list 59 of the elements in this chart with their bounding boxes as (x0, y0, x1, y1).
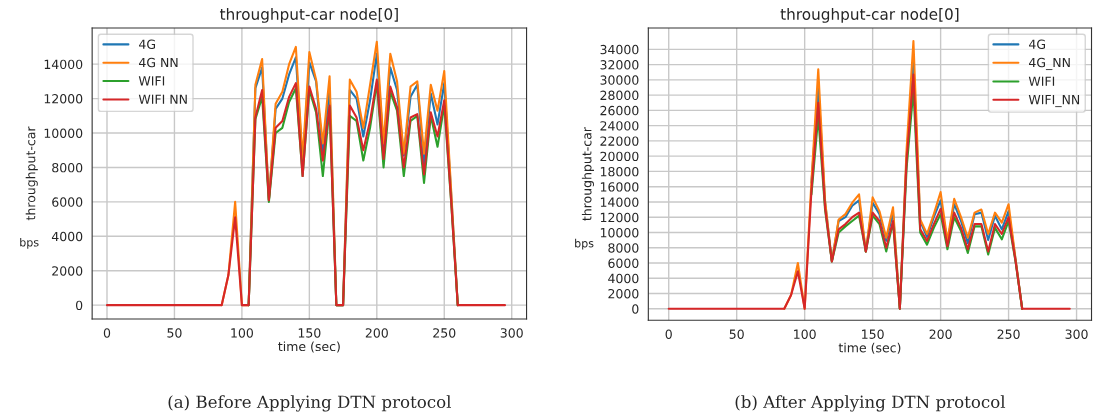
y-tick-label: 18000 (600, 166, 639, 177)
y-tick-label: 28000 (600, 90, 639, 101)
chart-title: throughput-car node[0] (780, 8, 959, 23)
x-tick-label: 0 (103, 328, 111, 338)
y-axis-title: throughput-car (25, 126, 38, 221)
x-tick-label: 100 (794, 329, 816, 339)
y-tick-label: 8000 (608, 243, 639, 253)
y-tick-label: 20000 (600, 151, 639, 162)
legend-label: 4G (1029, 39, 1045, 49)
y-tick-label: 24000 (600, 121, 639, 131)
y-tick-label: 6000 (608, 258, 639, 268)
y-tick-label: 16000 (600, 182, 639, 192)
y-tick-label: 10000 (600, 227, 639, 238)
legend-label: WIFI_NN (1028, 95, 1080, 108)
x-axis-title: time (sec) (278, 341, 340, 353)
y-tick-label: 10000 (44, 128, 83, 138)
y-tick-label: 30000 (600, 75, 639, 85)
x-tick-label: 250 (433, 328, 456, 338)
x-tick-label: 200 (929, 329, 952, 339)
y-tick-label: 22000 (600, 136, 639, 146)
y-tick-label: 8000 (52, 162, 83, 173)
text: bps (20, 237, 39, 249)
y-tick-label: 0 (75, 300, 83, 311)
y-tick-label: 2000 (52, 266, 83, 276)
line-series (105, 78, 507, 307)
y-tick-label: 6000 (52, 197, 83, 207)
y-axis-title: throughput-car (581, 127, 594, 221)
x-tick-label: 50 (167, 328, 182, 338)
legend-label: 4G (139, 39, 156, 49)
y-tick-label: 26000 (600, 105, 639, 116)
x-tick-label: 300 (500, 328, 523, 338)
x-tick-label: 200 (365, 328, 388, 338)
y-tick-label: 4000 (608, 273, 639, 284)
y-tick-label: 4000 (51, 231, 83, 242)
y-tick-label: 14000 (44, 59, 83, 70)
legend-label: 4G NN (139, 57, 178, 68)
text: (b) After Applying DTN protocol (735, 395, 1006, 412)
x-tick-label: 0 (665, 329, 672, 339)
legend-label: WIFI NN (138, 94, 187, 104)
x-tick-label: 150 (298, 328, 321, 338)
x-tick-label: 50 (729, 329, 744, 339)
text: bps (575, 238, 594, 250)
chart-title: throughput-car node[0] (219, 8, 398, 23)
legend-label: WIFI (138, 76, 165, 86)
legend-label: WIFI (1028, 76, 1055, 86)
x-tick-label: 100 (231, 328, 253, 338)
legend-label: 4G_NN (1029, 57, 1070, 71)
y-tick-label: 32000 (600, 60, 639, 70)
y-tick-label: 2000 (608, 288, 639, 299)
text: (a) Before Applying DTN protocol (168, 395, 451, 412)
x-tick-label: 150 (862, 329, 884, 339)
x-tick-label: 300 (1065, 329, 1088, 339)
y-tick-label: 12000 (44, 94, 83, 104)
y-tick-label: 34000 (600, 44, 639, 55)
x-axis-title: time (sec) (838, 342, 901, 354)
y-tick-label: 14000 (600, 197, 639, 207)
x-tick-label: 250 (997, 329, 1020, 339)
y-tick-label: 12000 (600, 212, 639, 223)
y-tick-label: 0 (632, 304, 639, 314)
